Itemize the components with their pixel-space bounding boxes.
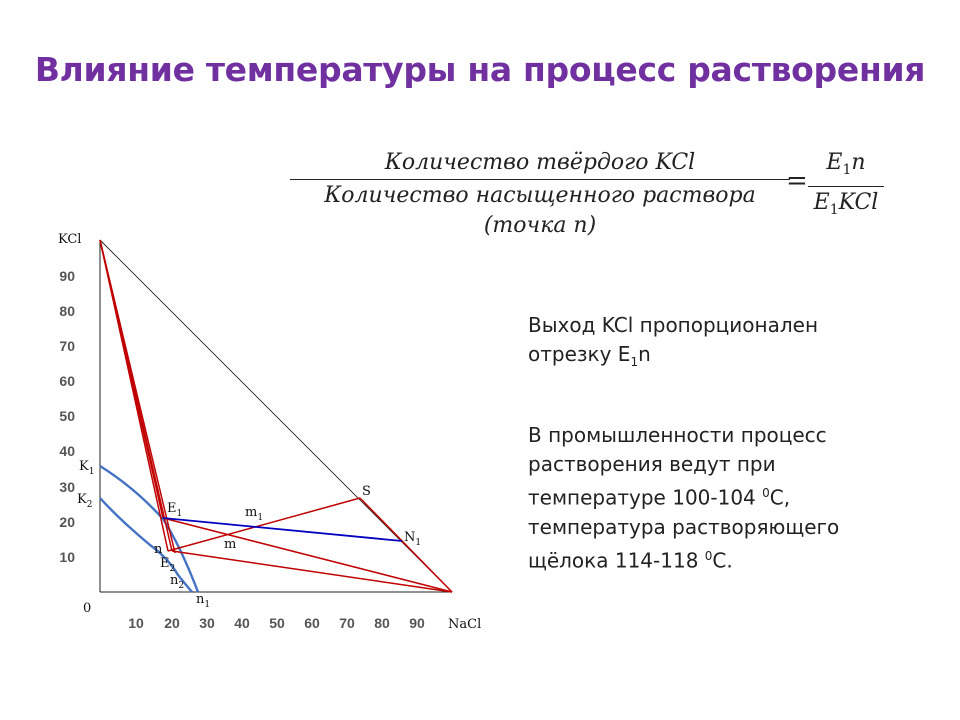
formula-left-denominator: Количество насыщенного раствора (точка n… [324, 183, 756, 238]
formula-symbol: KCl [838, 190, 879, 215]
point-label-k1: K1 [79, 459, 94, 477]
fraction-bar [808, 186, 884, 187]
y-tick-label: 30 [59, 479, 75, 495]
x-tick-label: 40 [234, 615, 250, 631]
x-tick-label: 10 [128, 615, 144, 631]
point-label-n2: n2 [170, 573, 184, 591]
point-label-n1: n1 [196, 592, 210, 610]
formula-right-fraction: E1n E1KCl [808, 148, 884, 225]
y-tick-labels: 10 20 30 40 50 60 70 80 90 [59, 268, 75, 565]
construction-lines [99, 239, 453, 593]
point-label-k2: K2 [77, 492, 92, 510]
formula-subscript: 1 [842, 162, 852, 178]
text-subscript: 1 [630, 355, 639, 369]
y-tick-label: 50 [59, 408, 75, 424]
formula-symbol: E [826, 150, 843, 175]
yield-paragraph: Выход KCl пропорционален отрезку E1n [528, 311, 888, 377]
formula-left-numerator: Количество твёрдого KCl [384, 150, 696, 175]
degree-superscript: 0 [704, 548, 713, 563]
text-run: n [638, 342, 651, 366]
text-run: С, температура растворяющего щёлока 114-… [528, 485, 840, 573]
text-run: Выход KCl пропорционален отрезку E [528, 313, 819, 366]
formula-symbol: E [813, 190, 830, 215]
line-n-s [167, 497, 361, 552]
text-run: В промышленности процесс растворения вед… [528, 423, 827, 510]
line-e2-nacl [171, 550, 453, 593]
line-s-nacl [359, 497, 453, 593]
y-axis-label: KCl [58, 232, 81, 247]
origin-label: 0 [83, 601, 91, 616]
formula-left-fraction: Количество твёрдого KCl Количество насыщ… [290, 148, 790, 241]
industry-paragraph: В промышленности процесс растворения вед… [528, 421, 888, 575]
x-tick-label: 50 [269, 615, 285, 631]
line-e1-n1 [162, 517, 403, 542]
curve-k2-e2 [99, 497, 193, 593]
yield-formula: Количество твёрдого KCl Количество насыщ… [290, 148, 890, 238]
x-axis-label: NaCl [448, 617, 481, 632]
x-tick-label: 90 [409, 615, 425, 631]
point-label-s: S [362, 484, 371, 499]
x-tick-label: 60 [304, 615, 320, 631]
x-tick-label: 20 [164, 615, 180, 631]
formula-symbol: n [851, 150, 866, 175]
equals-sign: = [786, 166, 808, 196]
x-tick-label: 30 [199, 615, 215, 631]
formula-subscript: 1 [829, 202, 839, 218]
point-label-m1: m1 [245, 505, 263, 523]
y-tick-label: 20 [59, 514, 75, 530]
y-tick-label: 60 [59, 373, 75, 389]
text-run: С. [712, 548, 733, 573]
y-tick-label: 10 [59, 549, 75, 565]
degree-superscript: 0 [762, 486, 770, 500]
formula-right-denominator: E1KCl [808, 188, 884, 225]
y-tick-label: 70 [59, 338, 75, 354]
formula-right-numerator: E1n [808, 148, 884, 185]
line-kcl-e2-b [99, 239, 176, 554]
point-label-e2: E2 [160, 556, 175, 574]
y-tick-label: 40 [59, 443, 75, 459]
fraction-bar [290, 179, 790, 180]
point-label-e1: E1 [167, 501, 182, 519]
y-tick-label: 90 [59, 268, 75, 284]
hypotenuse-line [99, 239, 453, 593]
y-tick-label: 80 [59, 303, 75, 319]
point-label-m: m [224, 537, 236, 552]
point-label-n: n [154, 542, 163, 557]
point-label-n1-capital: N1 [404, 530, 421, 548]
slide-title: Влияние температуры на процесс растворен… [34, 50, 926, 89]
x-tick-label: 70 [339, 615, 355, 631]
x-tick-label: 80 [374, 615, 390, 631]
line-e1-nacl [162, 517, 453, 593]
x-tick-labels: 10 20 30 40 50 60 70 80 90 [128, 615, 425, 631]
curve-k1-e1 [99, 464, 200, 593]
